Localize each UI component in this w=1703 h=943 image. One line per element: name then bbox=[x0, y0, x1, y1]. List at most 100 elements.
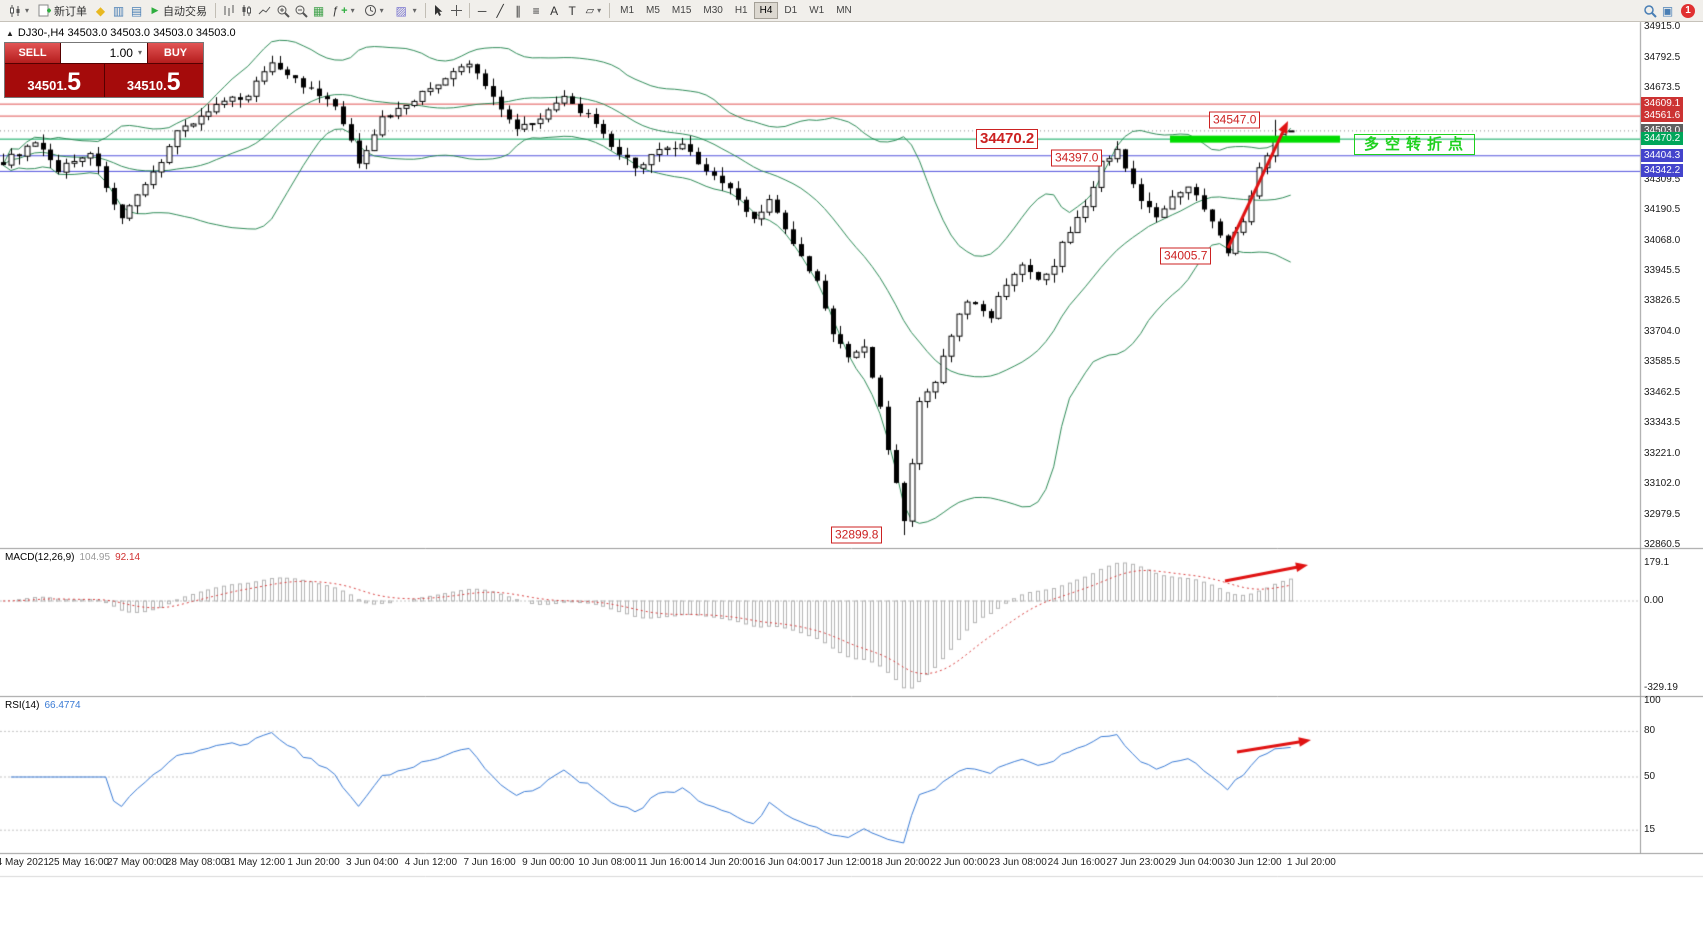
timeframe-w1-button[interactable]: W1 bbox=[809, 5, 825, 16]
timeframe-h4-button[interactable]: H4 bbox=[753, 2, 779, 19]
time-axis-label: 30 Jun 12:00 bbox=[1223, 857, 1282, 868]
chart-header: ▲ DJ30-,H4 34503.0 34503.0 34503.0 34503.… bbox=[6, 27, 236, 39]
time-axis-label: 14 Jun 20:00 bbox=[695, 857, 754, 868]
clock-icon bbox=[364, 5, 376, 16]
timeframe-m15-button[interactable]: M15 bbox=[671, 5, 692, 16]
volume-dropdown-icon[interactable]: ▾ bbox=[137, 48, 142, 57]
price-scale-label: 34190.5 bbox=[1644, 203, 1681, 215]
channel-tool-icon[interactable]: ∥ bbox=[515, 3, 522, 18]
navigator-icon[interactable]: ▤ bbox=[130, 3, 143, 18]
timeframe-mn-button[interactable]: MN bbox=[836, 5, 852, 16]
chevron-down-icon: ▾ bbox=[25, 5, 30, 15]
price-scale-label: 33826.5 bbox=[1644, 295, 1681, 307]
price-scale-label: 33945.5 bbox=[1644, 265, 1681, 277]
rsi-value: 66.4774 bbox=[44, 700, 81, 711]
crosshair-icon[interactable] bbox=[448, 2, 465, 20]
bar-chart-icon[interactable] bbox=[220, 2, 237, 20]
price-scale-label: 33102.0 bbox=[1644, 478, 1681, 490]
price-scale-badge: 34609.1 bbox=[1641, 97, 1684, 111]
price-scale-label: 32979.5 bbox=[1644, 508, 1681, 520]
community-icon[interactable]: ◆ bbox=[95, 3, 106, 18]
play-icon: ▶ bbox=[151, 5, 159, 15]
rsi-scale-label: 100 bbox=[1644, 695, 1661, 706]
macd-main-value: 104.95 bbox=[79, 552, 111, 563]
new-order-button[interactable]: 新订单 bbox=[34, 2, 91, 20]
price-scale-label: 34792.5 bbox=[1644, 51, 1681, 63]
price-callout[interactable]: 32899.8 bbox=[831, 526, 883, 544]
buy-price-display[interactable]: 34510. 5 bbox=[103, 64, 203, 97]
time-axis-label: 28 May 08:00 bbox=[165, 857, 227, 868]
time-axis-label: 27 May 00:00 bbox=[107, 857, 168, 868]
shapes-icon: ▱ bbox=[585, 5, 595, 17]
chevron-down-icon: ▾ bbox=[350, 5, 355, 15]
timeframe-h1-button[interactable]: H1 bbox=[734, 5, 748, 16]
time-axis-label: 25 May 16:00 bbox=[48, 857, 109, 868]
chart-window-button[interactable]: ▾ bbox=[4, 2, 33, 20]
time-axis-label: 18 Jun 20:00 bbox=[871, 857, 930, 868]
function-icon: ƒ bbox=[332, 4, 339, 17]
data-window-icon[interactable]: ▥ bbox=[112, 3, 125, 18]
text-tool-button[interactable]: A bbox=[550, 3, 559, 18]
price-callout[interactable]: 34005.7 bbox=[1160, 247, 1212, 265]
chevron-down-icon: ▾ bbox=[412, 5, 417, 15]
search-icon[interactable] bbox=[1641, 2, 1658, 20]
time-axis-label: 23 Jun 08:00 bbox=[988, 857, 1047, 868]
price-callout[interactable]: 34547.0 bbox=[1209, 111, 1261, 129]
price-scale-label: 33343.5 bbox=[1644, 417, 1681, 429]
periods-button[interactable]: ▾ bbox=[360, 2, 388, 20]
trendline-tool-icon[interactable]: ╱ bbox=[496, 3, 504, 18]
horizontal-line-tool-icon[interactable]: ─ bbox=[477, 3, 487, 18]
chevron-down-icon: ▾ bbox=[597, 5, 602, 15]
sell-price-display[interactable]: 34501. 5 bbox=[5, 64, 104, 97]
new-order-icon bbox=[38, 4, 52, 17]
buy-button[interactable]: BUY bbox=[148, 43, 203, 63]
toolbar-separator bbox=[215, 3, 217, 18]
window-icon[interactable]: ▣ bbox=[1661, 3, 1674, 18]
rsi-scale-label: 50 bbox=[1644, 771, 1656, 782]
price-scale-label: 33704.0 bbox=[1644, 326, 1681, 338]
toolbar-separator bbox=[424, 3, 426, 18]
tile-windows-icon[interactable]: ▦ bbox=[312, 3, 325, 18]
plus-icon: + bbox=[341, 4, 348, 17]
rsi-scale-label: 15 bbox=[1644, 824, 1656, 836]
timeframe-m5-button[interactable]: M5 bbox=[646, 5, 660, 16]
auto-trading-label: 自动交易 bbox=[163, 5, 208, 18]
sell-price-small: 34501. bbox=[27, 78, 68, 93]
buy-price-big: 5 bbox=[166, 68, 181, 96]
sell-button[interactable]: SELL bbox=[5, 43, 60, 63]
time-axis-label: 24 Jun 16:00 bbox=[1047, 857, 1106, 868]
timeframe-d1-button[interactable]: D1 bbox=[784, 5, 798, 16]
time-axis-label: 1 Jun 20:00 bbox=[287, 857, 340, 868]
macd-scale-label: 179.1 bbox=[1644, 557, 1670, 568]
price-callout[interactable]: 34470.2 bbox=[976, 129, 1039, 150]
templates-button[interactable]: ▨ ▾ bbox=[389, 2, 421, 20]
notification-badge[interactable]: 1 bbox=[1681, 3, 1695, 18]
auto-trading-button[interactable]: ▶ 自动交易 bbox=[146, 2, 211, 20]
timeframe-m1-button[interactable]: M1 bbox=[620, 5, 635, 16]
sell-price-big: 5 bbox=[67, 68, 82, 96]
time-axis-label: 10 Jun 08:00 bbox=[578, 857, 636, 868]
timeframe-m30-button[interactable]: M30 bbox=[703, 5, 723, 16]
price-callout[interactable]: 34397.0 bbox=[1051, 149, 1103, 167]
toolbar: ▾ 新订单 ◆ ▥ ▤ ▶ 自动交易 ▦ ƒ + ▾ bbox=[0, 0, 1703, 22]
volume-input[interactable]: 1.00 ▾ bbox=[60, 43, 148, 63]
rsi-header: RSI(14) 66.4774 bbox=[5, 700, 81, 711]
fibonacci-tool-icon[interactable]: ≡ bbox=[532, 3, 540, 18]
rsi-name: RSI(14) bbox=[5, 700, 40, 711]
shapes-button[interactable]: ▱ ▾ bbox=[582, 2, 605, 20]
macd-header: MACD(12,26,9) 104.95 92.14 bbox=[5, 552, 140, 563]
new-order-label: 新订单 bbox=[54, 5, 88, 18]
indicators-button[interactable]: ƒ + ▾ bbox=[328, 2, 359, 20]
zoom-out-icon[interactable] bbox=[292, 2, 309, 20]
zoom-in-icon[interactable] bbox=[274, 2, 291, 20]
collapse-panel-icon[interactable]: ▲ bbox=[6, 29, 14, 38]
toolbar-separator bbox=[609, 3, 611, 18]
turning-point-annotation[interactable]: 多空转折点 bbox=[1354, 134, 1476, 155]
candle-chart-icon[interactable] bbox=[238, 2, 255, 20]
cursor-icon[interactable] bbox=[430, 2, 447, 20]
line-chart-icon[interactable] bbox=[256, 2, 273, 20]
label-tool-button[interactable]: T bbox=[568, 3, 576, 18]
